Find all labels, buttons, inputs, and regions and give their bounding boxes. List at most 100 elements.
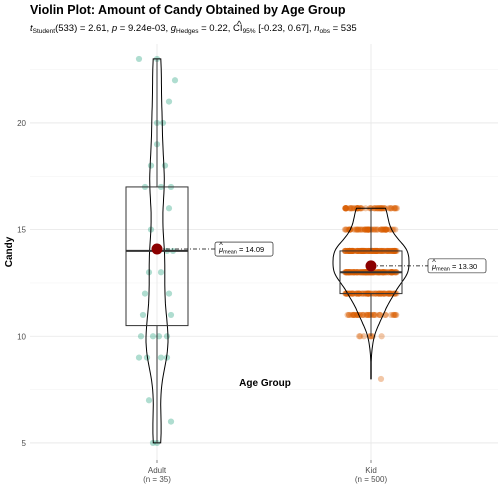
kid-data-point xyxy=(355,226,362,233)
kid-data-point xyxy=(342,205,349,212)
kid-mean-label-value: = 13.30 xyxy=(450,262,477,271)
kid-mean-label-box xyxy=(427,258,487,274)
y-tick-label: 5 xyxy=(22,439,27,448)
adult-mean-label-box xyxy=(214,241,274,257)
kid-data-point xyxy=(354,311,361,319)
subtitle-t-value: (533) = 2.61, xyxy=(55,23,112,34)
subtitle-g-sub: Hedges xyxy=(176,28,199,35)
kid-data-point xyxy=(351,311,358,319)
kid-data-point xyxy=(346,226,353,233)
kid-data-point xyxy=(343,226,350,233)
adult-data-point xyxy=(145,397,153,404)
kid-violin xyxy=(332,207,410,380)
chart-subtitle: tStudent(533) = 2.61, p = 9.24e-03, gHed… xyxy=(30,23,357,35)
kid-data-point xyxy=(365,311,372,319)
subtitle-n-sub: obs xyxy=(320,28,331,35)
kid-data-point xyxy=(391,205,398,212)
adult-data-point xyxy=(147,162,155,169)
kid-data-point xyxy=(345,311,353,319)
y-tick-label: 20 xyxy=(17,119,26,128)
subtitle-t-label: t xyxy=(30,23,33,34)
adult-data-point xyxy=(137,333,145,340)
kid-data-point xyxy=(346,205,353,212)
adult-data-point xyxy=(141,290,149,297)
kid-data-point xyxy=(342,205,349,212)
kid-data-point xyxy=(345,226,352,233)
kid-data-point xyxy=(361,226,368,233)
kid-data-point xyxy=(348,205,356,212)
kid-data-point xyxy=(364,226,371,233)
kid-data-point xyxy=(390,226,397,233)
kid-mean-label-mu: μ xyxy=(431,262,436,271)
kid-data-point xyxy=(377,226,385,233)
kid-data-point xyxy=(356,333,363,340)
kid-data-point xyxy=(382,226,389,233)
kid-data-point xyxy=(348,205,355,212)
kid-data-point xyxy=(372,311,379,319)
y-tick-label: 15 xyxy=(17,226,26,235)
kid-data-point xyxy=(352,226,359,233)
kid-data-point xyxy=(358,226,365,233)
kid-data-point xyxy=(342,205,350,212)
subtitle-n-value: = 535 xyxy=(330,23,357,34)
kid-data-point xyxy=(357,333,364,340)
adult-data-point xyxy=(157,354,165,361)
adult-mean-label-mu: μ xyxy=(218,245,223,254)
adult-data-point xyxy=(161,162,169,169)
adult-data-point xyxy=(149,333,157,340)
kid-data-point xyxy=(360,311,367,319)
adult-data-point xyxy=(165,205,173,212)
kid-data-point xyxy=(346,205,353,212)
kid-data-point xyxy=(382,226,389,233)
adult-mean-marker xyxy=(151,243,163,255)
kid-data-point xyxy=(370,311,377,319)
adult-data-point xyxy=(139,311,147,319)
kid-data-point xyxy=(383,226,390,233)
kid-data-point xyxy=(376,311,384,319)
kid-data-point xyxy=(343,205,350,212)
kid-data-point xyxy=(361,226,369,233)
y-axis: 5 10 15 20 xyxy=(17,119,26,448)
kid-data-point xyxy=(350,226,357,233)
adult-data-point xyxy=(159,119,167,127)
kid-data-point xyxy=(393,311,400,319)
kid-mean-label-hat: ^ xyxy=(432,257,436,266)
plot-area: μmean = 14.09^μmean = 13.30^ xyxy=(125,55,487,447)
kid-data-point xyxy=(392,226,399,233)
kid-data-point xyxy=(359,311,366,319)
kid-data-point xyxy=(348,311,355,319)
kid-data-point xyxy=(346,311,353,319)
kid-data-point xyxy=(360,333,367,340)
kid-data-point xyxy=(344,311,351,319)
kid-data-point xyxy=(390,311,397,319)
adult-data-point xyxy=(135,354,143,361)
kid-data-point xyxy=(379,226,386,233)
kid-data-point xyxy=(348,205,355,212)
kid-data-point xyxy=(356,226,363,233)
kid-mean-label-sub: mean xyxy=(436,266,450,272)
kid-data-point xyxy=(391,205,398,212)
kid-data-point xyxy=(349,311,357,319)
x-axis-title: Age Group xyxy=(239,378,291,389)
y-tick-label: 10 xyxy=(17,332,26,341)
kid-data-point xyxy=(387,205,394,212)
kid-data-point xyxy=(382,226,389,233)
kid-data-point xyxy=(371,311,378,319)
kid-data-point xyxy=(363,311,370,319)
kid-data-point xyxy=(376,311,384,319)
kid-data-point xyxy=(357,226,364,233)
kid-data-point xyxy=(374,226,381,233)
kid-data-point xyxy=(370,226,377,233)
adult-violin xyxy=(145,58,169,444)
x-tick-label: Kid xyxy=(365,466,377,475)
kid-data-point xyxy=(341,226,349,233)
kid-mean-marker xyxy=(365,260,377,272)
kid-data-point xyxy=(342,205,349,212)
kid-data-point xyxy=(383,226,390,233)
adult-data-point xyxy=(167,311,175,319)
kid-data-point xyxy=(360,311,367,319)
kid-data-point xyxy=(354,311,361,319)
adult-data-point xyxy=(167,418,175,425)
kid-data-point xyxy=(364,226,372,233)
kid-data-point xyxy=(350,311,357,319)
